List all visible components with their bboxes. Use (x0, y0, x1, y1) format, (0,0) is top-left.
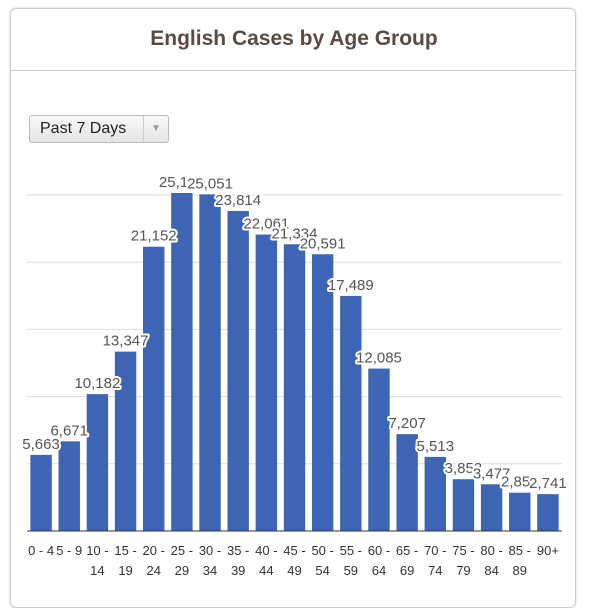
bar (227, 210, 249, 532)
x-tick-label: 50 - 54 (311, 543, 334, 578)
bar (480, 484, 503, 531)
divider (11, 70, 575, 71)
value-label: 20,591 (300, 235, 346, 252)
x-tick-label: 85 - 89 (508, 543, 531, 578)
value-label: 25,051 (187, 175, 233, 192)
value-label: 13,347 (103, 333, 149, 350)
value-label: 25,150 (159, 174, 205, 191)
x-tick-label: 45 - 49 (283, 543, 306, 578)
value-label: 21,152 (131, 228, 177, 245)
value-label: 23,814 (215, 192, 261, 209)
value-label: 3,477 (473, 465, 511, 482)
dropdown-arrow[interactable]: ▼ (143, 116, 168, 142)
value-label: 17,489 (328, 277, 374, 294)
dropdown[interactable]: Past 7 Days ▼ (29, 115, 169, 143)
bar (171, 192, 193, 531)
x-tick-label: 25 - 29 (170, 543, 194, 578)
chart-title: English Cases by Age Group (150, 27, 438, 50)
value-label: 5,513 (417, 438, 455, 455)
x-tick-label: 90+ (536, 543, 559, 558)
x-tick-label: 20 - 24 (142, 543, 165, 578)
value-label: 7,207 (388, 415, 426, 432)
bar (114, 351, 137, 531)
x-tick-label: 75 - 79 (452, 543, 475, 578)
bar (255, 234, 278, 531)
bar (396, 434, 418, 531)
x-tick-label: 70 - 74 (424, 543, 447, 578)
bar (537, 494, 559, 531)
bar (86, 394, 109, 531)
bar (311, 254, 334, 531)
bar (30, 454, 52, 531)
bar (58, 441, 80, 531)
value-label: 22,061 (243, 216, 289, 233)
dropdown-label[interactable]: Past 7 Days (40, 120, 127, 137)
value-label: 10,182 (74, 375, 120, 392)
value-label: 21,334 (272, 225, 318, 242)
x-tick-label: 0 - 4 (28, 543, 55, 558)
bar (424, 456, 446, 531)
value-label: 2,850 (501, 474, 539, 491)
x-tick-label: 10 - 14 (86, 543, 109, 578)
x-tick-label: 65 - 69 (395, 543, 419, 578)
value-label: 5,663 (22, 436, 60, 453)
x-tick-label: 5 - 9 (56, 543, 83, 558)
bar (509, 492, 531, 531)
x-tick-label: 40 - 44 (255, 543, 278, 578)
bar (340, 295, 362, 531)
bar (143, 246, 165, 532)
bar (368, 368, 390, 531)
bar (283, 244, 306, 531)
x-tick-label: 35 - 39 (226, 543, 250, 578)
value-label: 2,741 (529, 475, 567, 492)
x-tick-label: 80 - 84 (480, 543, 503, 578)
value-label: 6,671 (50, 422, 88, 439)
value-label: 3,853 (445, 460, 483, 477)
bar (452, 479, 475, 531)
x-tick-label: 15 - 19 (114, 543, 137, 578)
value-label: 12,085 (356, 350, 402, 367)
bar (199, 194, 221, 531)
x-tick-label: 55 - 59 (339, 543, 363, 578)
x-tick-label: 30 - 34 (198, 543, 222, 578)
card: English Cases by Age Group Past 7 Days ▼ (10, 8, 576, 608)
x-tick-label: 60 - 64 (367, 543, 391, 578)
